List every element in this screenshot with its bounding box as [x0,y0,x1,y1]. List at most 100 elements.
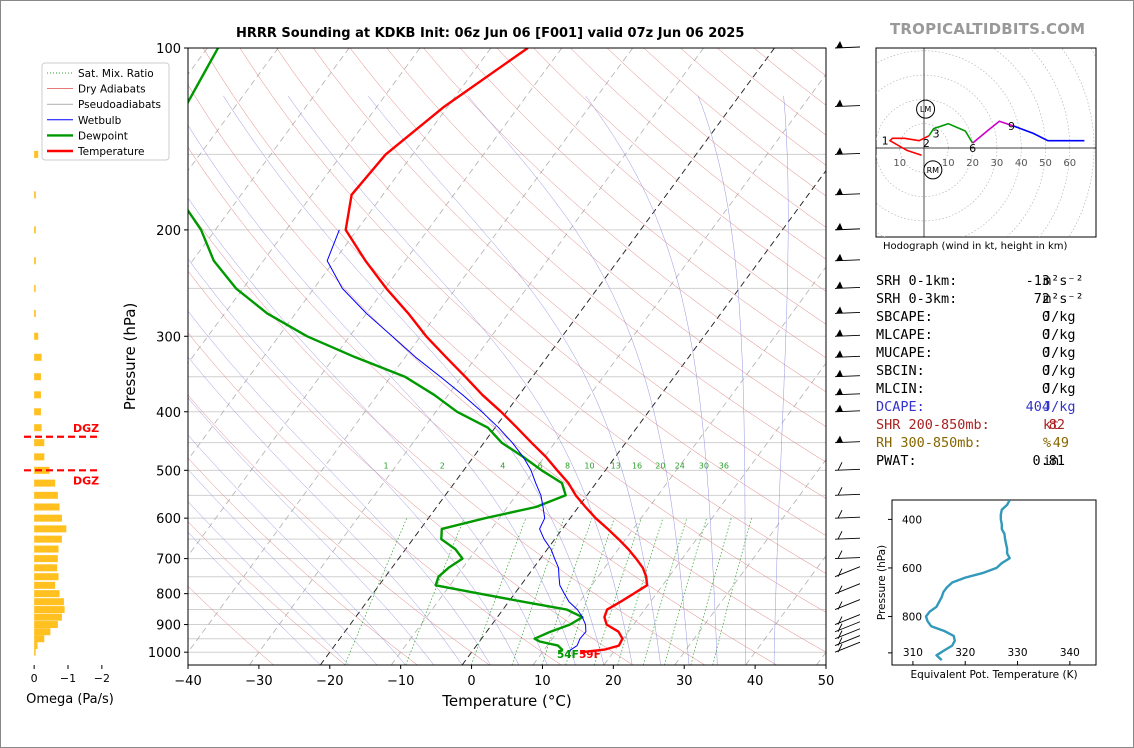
mixing-ratio-label: 30 [699,461,709,470]
storm-motion-label: LM [920,105,931,114]
x-tick-label: −10 [387,674,414,689]
wind-barb-feather [837,530,843,540]
stat-row: RH 300-850mb: 49% [876,434,1116,452]
hodograph-caption: Hodograph (wind in kt, height in km) [883,241,1068,252]
omega-bar [34,590,60,598]
stat-value: 49 [1052,435,1069,451]
mixing-ratio-line [470,518,527,665]
omega-bar [34,535,62,543]
pseudoadiabat [188,310,491,665]
wind-barb-flag [836,350,843,358]
skewt-plot-area [188,48,826,665]
mixing-ratio-line [690,518,732,665]
hodograph-ring-label: 20 [966,158,979,169]
omega-bar [34,439,45,447]
x-tick-label: 40 [747,674,764,689]
dry-adiabat [188,84,826,653]
stat-label: DCAPE: [876,399,925,415]
omega-bar [34,257,36,265]
dry-adiabat [276,48,826,536]
omega-x-tick-label: −2 [94,672,110,685]
wind-barb [834,253,861,262]
wind-barb-flag [836,147,843,155]
y-tick-label: 800 [156,588,181,603]
stat-unit: kt [1043,417,1060,433]
wind-barb [834,566,861,578]
hodograph-ring-label: 10 [942,158,955,169]
wind-barb [834,599,861,610]
mixing-ratio-label: 2 [440,461,445,470]
wind-barb-feather [837,568,843,577]
pseudoadiabat [287,95,633,665]
hodograph-trace [1013,125,1085,142]
wind-barb-staff [834,516,861,519]
isotherm-line [532,266,826,665]
pseudoadiabat [188,356,463,665]
stats-panel: SRH 0-1km: -13 m²s⁻² SRH 0-3km: 72 m²s⁻² SBCAP… [876,272,1116,470]
dgz-label: DGZ [73,422,99,435]
dry-adiabat [349,48,826,463]
wind-barb-staff [834,557,861,560]
pseudoadiabat [188,531,321,665]
mixing-ratio-line [541,518,593,665]
stat-label: MUCAPE: [876,345,933,361]
dry-adiabat [188,521,346,665]
wind-barb-flag [836,99,843,107]
stat-unit: J/kg [1043,363,1076,379]
legend: Sat. Mix. Ratio Dry Adiabats Pseudoadiabat… [41,62,170,161]
mixing-ratio-line [344,518,408,665]
omega-bar [34,555,58,563]
y-tick-label: 1000 [148,646,181,661]
wind-barb-flag [836,435,843,443]
dgz-label: DGZ [73,474,99,487]
wind-barb-feather [837,601,843,610]
hodograph-chart: 10 10 20 30 40 50 60 1 23 6 9 LM RM [875,47,1097,238]
chart-title: HRRR Sounding at KDKB Init: 06z Jun 06 [… [236,26,745,41]
omega-bar [34,621,58,629]
pseudoadiabat [188,434,406,665]
surface-dewpoint-label: 54F [557,649,579,661]
stat-value: 0 [1041,327,1050,343]
dry-adiabat [202,48,826,613]
omega-bar [34,424,42,432]
omega-bar [34,642,38,650]
theta-e-frame [891,499,1097,666]
y-tick-label: 500 [156,464,181,479]
wind-barb [834,147,861,155]
legend-label: Dewpoint [78,130,128,142]
dry-adiabat [423,48,826,393]
isotherm-line [188,48,634,653]
stat-value: -13 [1025,273,1050,289]
legend-label: Pseudoadiabats [78,99,161,111]
mixing-ratio-line [565,518,615,665]
stat-value: 82 [1048,417,1065,433]
isotherm-line [188,48,492,461]
x-tick-label: 30 [676,674,693,689]
omega-x-tick-label: −1 [60,672,76,685]
stat-value: 0 [1041,309,1050,325]
pseudoadiabat [188,124,576,665]
omega-bar [34,453,45,461]
hodograph-trace [888,135,930,157]
hodograph-trace [972,120,1015,144]
pseudoadiabat [585,95,718,665]
isotherm-line [188,48,421,364]
stat-unit: J/kg [1043,381,1076,397]
x-tick-label: 0 [467,674,475,689]
wind-barb [834,306,861,314]
mixing-ratio-line [712,518,753,665]
wind-barb-feather [837,487,843,496]
stat-row: SBCAPE: 0 J/kg [876,308,1116,326]
dry-adiabat [386,48,826,428]
omega-bar [34,408,41,416]
wind-barb-flag [836,369,843,377]
wind-barb-feather [837,462,843,471]
theta-e-y-tick-label: 600 [902,563,922,575]
hodograph-height-label: 2 [923,137,930,150]
stat-unit: % [1043,435,1052,451]
wind-barb-flag [836,253,843,261]
wind-barb-staff [834,493,861,496]
wind-barb [834,41,861,49]
y-tick-label: 700 [156,553,181,568]
